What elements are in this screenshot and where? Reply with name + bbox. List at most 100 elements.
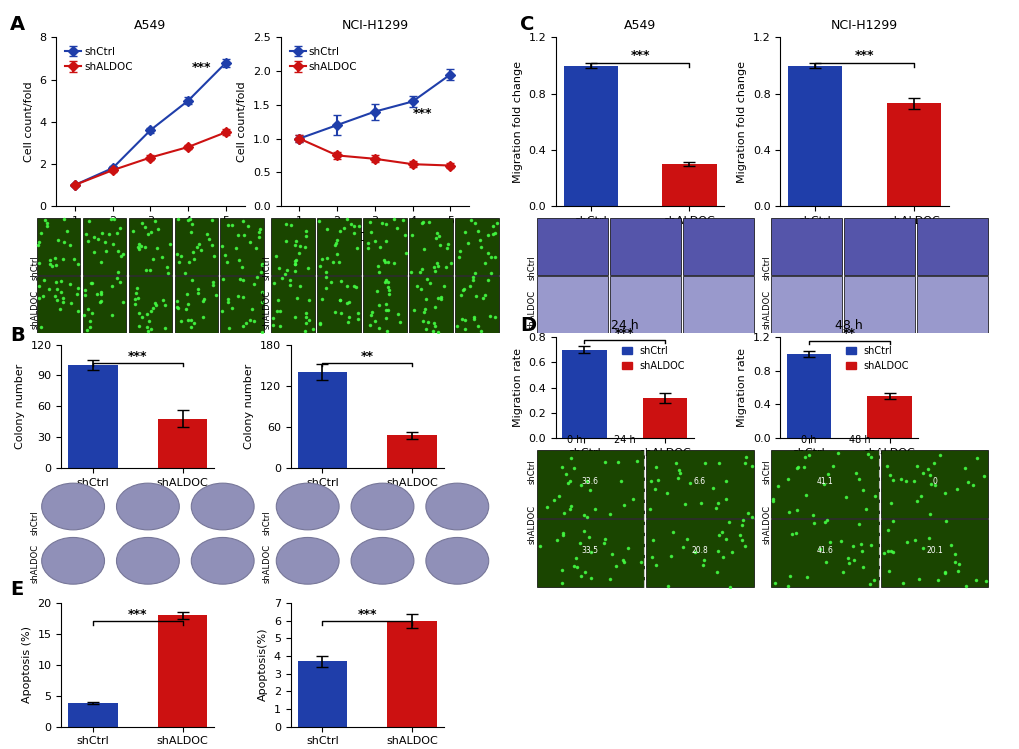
Y-axis label: Colony number: Colony number — [245, 364, 254, 449]
Text: 41.1: 41.1 — [816, 477, 833, 486]
Bar — [788, 66, 842, 206]
Ellipse shape — [426, 483, 488, 530]
Title: NCI-H1299: NCI-H1299 — [341, 19, 408, 32]
Bar — [609, 276, 680, 333]
Ellipse shape — [276, 483, 338, 530]
Ellipse shape — [351, 538, 414, 584]
Ellipse shape — [116, 483, 179, 530]
Bar — [682, 276, 753, 333]
Title: A549: A549 — [135, 19, 166, 32]
Text: shCtrl: shCtrl — [31, 510, 39, 536]
Bar — [770, 218, 842, 275]
Y-axis label: Migration rate: Migration rate — [737, 348, 747, 427]
Ellipse shape — [426, 538, 488, 584]
Text: 41.6: 41.6 — [815, 546, 833, 555]
Legend: shCtrl, shALDOC: shCtrl, shALDOC — [618, 342, 688, 374]
Text: 20.1: 20.1 — [925, 546, 942, 555]
Ellipse shape — [42, 483, 104, 530]
Bar — [844, 276, 914, 333]
Text: 6.6: 6.6 — [693, 477, 705, 486]
Y-axis label: Apoptosis(%): Apoptosis(%) — [258, 628, 268, 702]
Bar — [642, 398, 687, 438]
Y-axis label: Migration rate: Migration rate — [513, 348, 523, 427]
Text: shCtrl: shCtrl — [762, 255, 770, 280]
Bar — [886, 103, 940, 206]
Bar — [298, 372, 346, 468]
X-axis label: Days: Days — [359, 231, 390, 244]
Text: shALDOC: shALDOC — [528, 290, 536, 329]
Text: shCtrl: shCtrl — [762, 459, 770, 485]
Text: shALDOC: shALDOC — [31, 544, 39, 583]
Text: 33.6: 33.6 — [581, 477, 598, 486]
Bar — [564, 66, 618, 206]
Bar — [68, 703, 117, 727]
Y-axis label: Apoptosis (%): Apoptosis (%) — [21, 626, 32, 703]
Bar — [158, 616, 207, 727]
Text: shCtrl: shCtrl — [528, 255, 536, 280]
Bar — [536, 276, 607, 333]
Text: 0 h: 0 h — [566, 435, 582, 446]
Y-axis label: Migration fold change: Migration fold change — [513, 61, 523, 183]
Text: shALDOC: shALDOC — [528, 505, 536, 544]
Bar — [866, 396, 911, 438]
Bar — [786, 354, 830, 438]
Text: shCtrl: shCtrl — [31, 255, 39, 280]
Bar — [661, 164, 716, 206]
Title: 24 h: 24 h — [610, 319, 638, 332]
Bar — [158, 419, 207, 468]
Text: shCtrl: shCtrl — [528, 459, 536, 485]
Bar — [609, 218, 680, 275]
Y-axis label: Migration fold change: Migration fold change — [737, 61, 747, 183]
Bar — [387, 435, 436, 468]
Text: A: A — [10, 15, 25, 34]
Legend: shCtrl, shALDOC: shCtrl, shALDOC — [285, 43, 361, 76]
Text: 48 h: 48 h — [848, 435, 870, 446]
Text: shCtrl: shCtrl — [263, 255, 271, 280]
Text: C: C — [520, 15, 534, 34]
Text: shALDOC: shALDOC — [263, 544, 271, 583]
Bar — [536, 218, 607, 275]
Text: ***: *** — [614, 327, 634, 340]
Bar — [68, 366, 117, 468]
Bar — [682, 218, 753, 275]
Text: ***: *** — [413, 107, 432, 120]
Text: D: D — [520, 316, 536, 335]
Y-axis label: Colony number: Colony number — [15, 364, 24, 449]
Bar — [916, 276, 987, 333]
Text: ***: *** — [127, 350, 148, 363]
Legend: shCtrl, shALDOC: shCtrl, shALDOC — [842, 342, 912, 374]
Bar — [387, 621, 436, 727]
Title: A549: A549 — [624, 19, 655, 32]
Text: **: ** — [361, 350, 373, 363]
Y-axis label: Cell count/fold: Cell count/fold — [23, 82, 34, 162]
Text: E: E — [10, 580, 23, 599]
Text: ***: *** — [192, 61, 211, 74]
Title: 48 h: 48 h — [835, 319, 862, 332]
Ellipse shape — [192, 483, 254, 530]
Bar — [844, 218, 914, 275]
Text: **: ** — [842, 327, 855, 340]
Text: 24 h: 24 h — [613, 435, 636, 446]
Title: NCI-H1299: NCI-H1299 — [830, 19, 897, 32]
Text: shCtrl: shCtrl — [263, 510, 271, 536]
Text: shALDOC: shALDOC — [31, 290, 39, 329]
Text: shALDOC: shALDOC — [263, 290, 271, 329]
Bar — [916, 218, 987, 275]
Text: ***: *** — [127, 608, 148, 621]
Text: B: B — [10, 326, 24, 345]
Text: 0 h: 0 h — [800, 435, 816, 446]
Text: shALDOC: shALDOC — [762, 290, 770, 329]
Text: 33.5: 33.5 — [581, 546, 598, 555]
Text: shALDOC: shALDOC — [762, 505, 770, 544]
X-axis label: Days: Days — [135, 231, 166, 244]
Text: 0: 0 — [931, 477, 936, 486]
Text: ***: *** — [357, 608, 377, 621]
Text: ***: *** — [630, 49, 649, 62]
Ellipse shape — [42, 538, 104, 584]
Text: 20.8: 20.8 — [691, 546, 707, 555]
Ellipse shape — [116, 538, 179, 584]
Bar — [770, 276, 842, 333]
Ellipse shape — [276, 538, 338, 584]
Text: ***: *** — [854, 49, 873, 62]
Bar — [561, 350, 606, 438]
